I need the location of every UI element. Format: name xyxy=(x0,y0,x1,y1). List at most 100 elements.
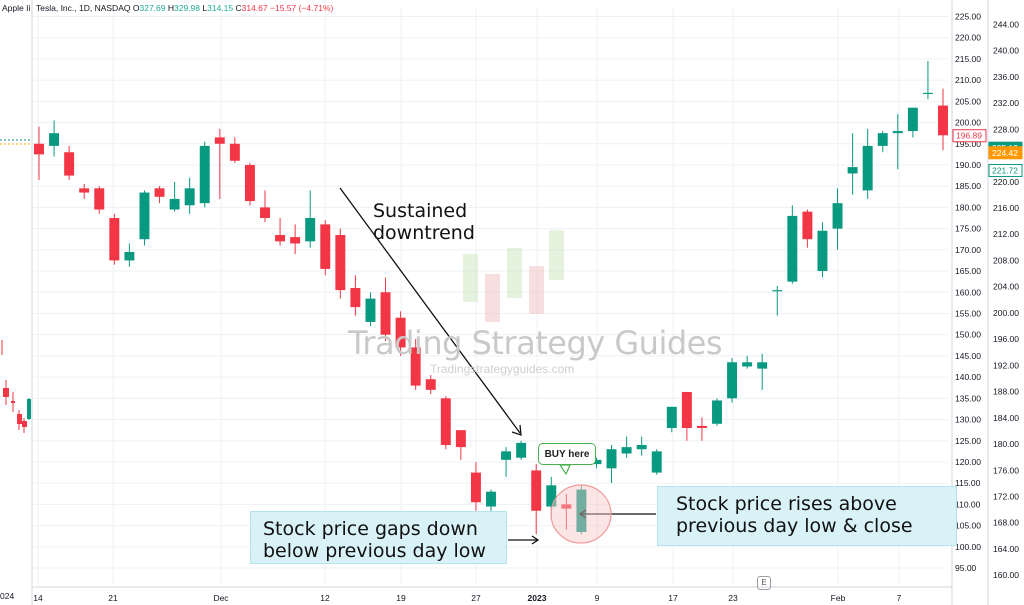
time-axis-tick-label: 19 xyxy=(396,593,406,603)
gap-down-callout-line1: Stock price gaps down xyxy=(263,518,478,540)
candle-body xyxy=(862,145,873,191)
left-axis-tick-label: 172.00 xyxy=(993,491,1019,501)
price-badge-box xyxy=(952,129,987,143)
candle xyxy=(320,220,331,276)
candle-body xyxy=(380,292,391,335)
left-axis-tick-label: 180.00 xyxy=(993,439,1019,449)
candle xyxy=(486,489,496,513)
candle-body xyxy=(64,152,75,176)
candle-body xyxy=(696,425,707,429)
candle xyxy=(49,120,60,157)
price-badge-label: 196.89 xyxy=(956,131,982,141)
candle-body xyxy=(410,347,421,386)
candle xyxy=(922,61,933,100)
candle-body xyxy=(727,362,738,399)
candle xyxy=(862,128,873,199)
candle-body xyxy=(169,198,180,210)
candle-body xyxy=(892,131,903,134)
candle-body xyxy=(576,489,587,532)
candle-body xyxy=(757,362,768,369)
candle xyxy=(817,222,828,278)
downtrend-label-line2: downtrend xyxy=(373,222,475,244)
candle-body xyxy=(49,133,60,146)
rise-above-callout-line1: Stock price rises above xyxy=(676,493,897,515)
candle-body xyxy=(486,491,496,507)
time-axis-tick-label: Feb xyxy=(831,593,846,603)
left-axis-tick-label: 188.00 xyxy=(993,387,1019,397)
left-axis-tick-label: 236.00 xyxy=(993,72,1019,82)
left-price-axis: 160.00 164.00 168.00 172.00 176.00 180.00 184.… xyxy=(993,19,1019,580)
candle-body xyxy=(365,298,376,322)
candle xyxy=(79,184,90,199)
right-axis-tick-label: 190.00 xyxy=(955,160,981,170)
gap-down-arrow xyxy=(508,535,540,545)
right-axis-tick-label: 195.00 xyxy=(955,139,981,149)
candle-body xyxy=(109,218,120,261)
right-axis-tick-label: 200.00 xyxy=(955,118,981,128)
candle xyxy=(727,358,738,403)
candle-body xyxy=(184,188,195,206)
right-axis-tick-label: 160.00 xyxy=(955,287,981,297)
right-axis-tick-label: 155.00 xyxy=(955,308,981,318)
watermark-url: Tradingstrategyguides.com xyxy=(430,362,575,376)
candle-body xyxy=(651,451,662,473)
candle xyxy=(772,285,783,316)
candle-body xyxy=(199,145,210,204)
rise-above-callout-line2: previous day low & close xyxy=(676,515,913,537)
time-axis-tick-label: 21 xyxy=(108,593,118,603)
candle xyxy=(576,485,587,535)
candle xyxy=(561,493,572,530)
candle-body xyxy=(636,444,647,450)
candle xyxy=(139,190,150,246)
candle-body xyxy=(244,164,255,202)
right-axis-tick-label: 205.00 xyxy=(955,96,981,106)
earnings-event-icon[interactable]: E xyxy=(757,576,771,590)
candle xyxy=(410,338,421,390)
left-axis-tick-label: 204.00 xyxy=(993,282,1019,292)
candle xyxy=(802,209,813,248)
candle-body xyxy=(591,459,602,465)
candle-body xyxy=(712,400,722,424)
right-axis-tick-label: 110.00 xyxy=(955,499,981,509)
candle-body xyxy=(516,442,527,458)
right-price-axis: 95.00 100.00 105.00 110.00 115.00 120.00 125.0… xyxy=(951,0,989,605)
time-axis-tick-label: 14 xyxy=(33,593,43,603)
candle-body xyxy=(350,288,361,308)
candle xyxy=(425,374,436,395)
right-axis-tick-label: 135.00 xyxy=(955,393,981,403)
left-axis-tick-label: 240.00 xyxy=(993,46,1019,56)
candle xyxy=(184,177,195,214)
candle-body xyxy=(260,207,270,219)
candle xyxy=(169,181,180,212)
candle-body xyxy=(742,362,753,367)
downtrend-arrow xyxy=(339,187,522,436)
candle-body xyxy=(139,192,150,240)
candle-body xyxy=(320,224,331,269)
right-axis-tick-label: 105.00 xyxy=(955,521,981,531)
time-axis-tick-label: 12 xyxy=(320,593,330,603)
candle xyxy=(34,126,44,180)
price-badge-label: 224.42 xyxy=(992,148,1018,158)
candle xyxy=(365,292,376,327)
left-pane-symbol: Apple Ii xyxy=(2,3,31,13)
candle xyxy=(516,440,527,460)
right-axis-tick-label: 140.00 xyxy=(955,372,981,382)
candle-body xyxy=(561,504,572,509)
candle-body xyxy=(772,290,783,292)
right-axis-tick-label: 115.00 xyxy=(955,478,981,488)
time-axis-tick-label: 27 xyxy=(471,593,481,603)
candle xyxy=(455,430,466,460)
candle-body xyxy=(154,188,165,197)
candle-body xyxy=(455,430,466,448)
candle-body xyxy=(681,391,692,429)
right-axis-tick-label: 225.00 xyxy=(955,11,981,21)
candle xyxy=(531,464,542,535)
left-axis-tick-label: 192.00 xyxy=(993,360,1019,370)
left-axis-tick-label: 184.00 xyxy=(993,413,1019,423)
left-axis-tick-label: 244.00 xyxy=(993,19,1019,29)
candle-body xyxy=(94,188,105,210)
candle xyxy=(907,107,918,138)
candle xyxy=(305,190,316,248)
